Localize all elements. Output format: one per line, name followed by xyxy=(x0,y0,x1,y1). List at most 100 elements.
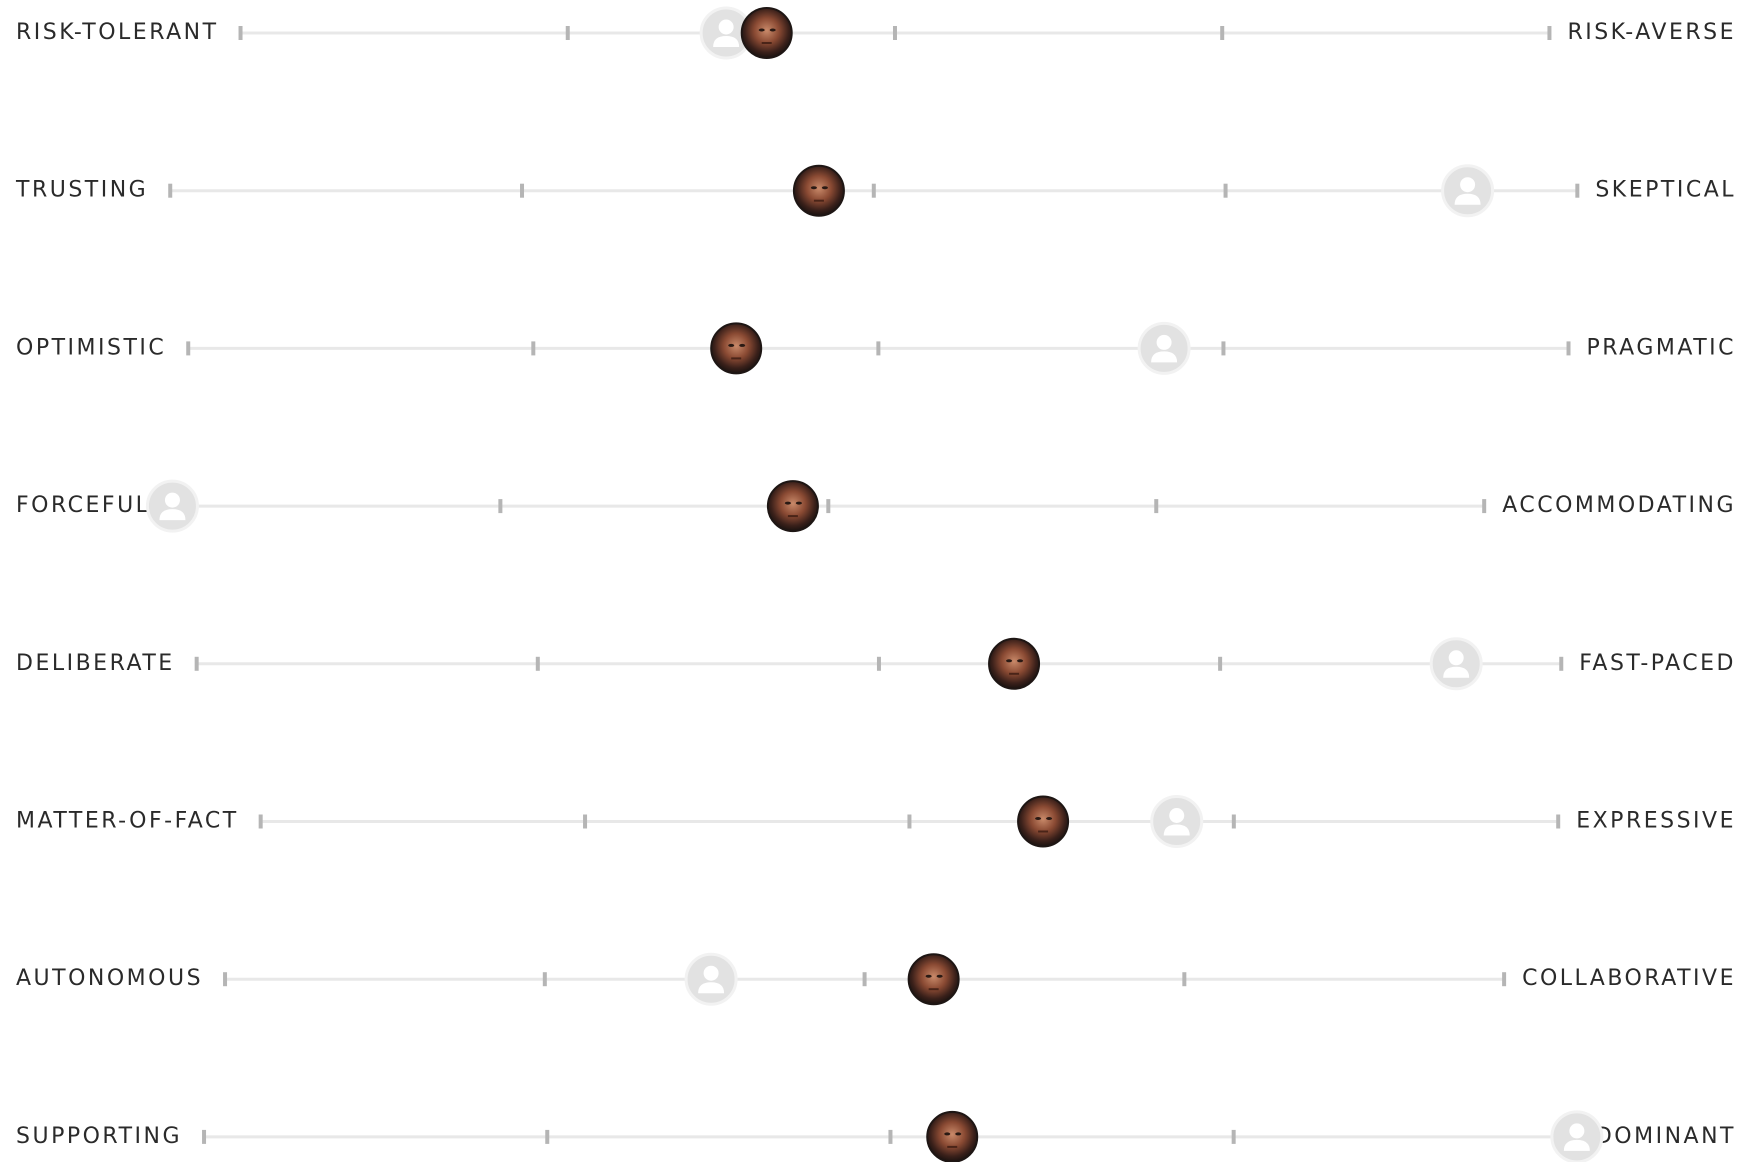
photo-eyes xyxy=(1035,817,1042,820)
photo-eyes xyxy=(728,343,735,347)
trait-row: RISK-TOLERANT RISK-AVERSE xyxy=(16,6,1734,60)
trait-row: MATTER-OF-FACT EXPRESSIVE xyxy=(16,795,1736,848)
photo-eyes xyxy=(758,28,765,32)
tick-mark xyxy=(1547,26,1552,40)
tick-mark xyxy=(542,972,547,987)
tick-mark xyxy=(565,26,570,40)
tick-mark xyxy=(168,183,173,198)
left-label: SUPPORTING xyxy=(16,1124,182,1149)
tick-mark xyxy=(1182,972,1187,987)
right-label: COLLABORATIVE xyxy=(1522,966,1736,991)
tick-mark xyxy=(1556,814,1561,829)
tick-mark xyxy=(1220,26,1225,40)
tick-mark xyxy=(545,1129,550,1144)
right-label: PRAGMATIC xyxy=(1587,335,1736,360)
tick-mark xyxy=(258,814,263,829)
tick-mark xyxy=(238,26,243,40)
tick-mark xyxy=(1154,499,1159,514)
trait-row: OPTIMISTIC PRAGMATIC xyxy=(16,321,1736,375)
tick-mark xyxy=(876,656,881,671)
photo-circle xyxy=(988,637,1041,690)
photo-eyes xyxy=(769,28,776,32)
tick-mark xyxy=(862,972,867,987)
comparison-marker xyxy=(1550,1110,1604,1162)
tick-mark xyxy=(892,26,897,40)
tick-mark xyxy=(1566,341,1571,356)
person-marker xyxy=(1017,795,1070,848)
tick-mark xyxy=(186,341,191,356)
tick-mark xyxy=(520,183,525,198)
photo-eyes xyxy=(1046,817,1053,820)
left-label: MATTER-OF-FACT xyxy=(16,809,239,834)
tick-mark xyxy=(907,814,912,829)
photo-circle xyxy=(710,322,763,375)
person-marker xyxy=(988,637,1041,690)
avatar-head xyxy=(718,19,734,35)
avatar-head xyxy=(1156,334,1172,350)
photo-eyes xyxy=(955,1132,962,1136)
photo-eyes xyxy=(1006,659,1013,663)
tick-mark xyxy=(1231,1129,1236,1144)
right-label: EXPRESSIVE xyxy=(1576,809,1736,834)
avatar-head xyxy=(164,492,180,508)
right-label: ACCOMMODATING xyxy=(1502,493,1736,518)
avatar-head xyxy=(1169,808,1185,823)
avatar-head xyxy=(1460,177,1476,193)
right-label: SKEPTICAL xyxy=(1595,178,1736,203)
tick-mark xyxy=(531,341,536,356)
left-label: TRUSTING xyxy=(15,178,148,203)
photo-eyes xyxy=(784,501,791,505)
tick-mark xyxy=(1218,656,1223,671)
tick-mark xyxy=(223,972,228,987)
person-marker xyxy=(907,953,960,1006)
photo-eyes xyxy=(795,501,802,505)
trait-row: TRUSTING SKEPTICAL xyxy=(15,164,1736,218)
photo-eyes xyxy=(821,186,828,190)
comparison-marker xyxy=(1429,637,1483,691)
person-marker xyxy=(926,1110,979,1162)
avatar-head xyxy=(703,965,719,981)
photo-circle xyxy=(926,1110,979,1162)
tick-mark xyxy=(1559,656,1564,671)
tick-mark xyxy=(826,499,831,514)
photo-circle xyxy=(740,7,793,59)
comparison-marker xyxy=(1441,164,1495,218)
tick-mark xyxy=(1223,183,1228,198)
tick-mark xyxy=(1221,341,1226,356)
person-marker xyxy=(766,480,819,533)
photo-circle xyxy=(766,480,819,533)
avatar-body xyxy=(713,36,740,47)
trait-row: DELIBERATE FAST-PACED xyxy=(16,637,1736,691)
avatar-body xyxy=(698,982,725,994)
avatar-body xyxy=(1454,193,1481,205)
person-marker xyxy=(740,7,793,59)
person-marker xyxy=(792,164,845,217)
avatar-head xyxy=(1448,650,1464,666)
photo-circle xyxy=(792,164,845,217)
comparison-marker xyxy=(145,479,199,533)
comparison-marker xyxy=(684,952,738,1006)
photo-eyes xyxy=(1017,659,1024,663)
tick-mark xyxy=(1575,183,1580,198)
photo-eyes xyxy=(936,974,943,978)
avatar-body xyxy=(1563,1139,1590,1151)
tick-mark xyxy=(535,656,540,671)
left-label: AUTONOMOUS xyxy=(16,966,203,991)
photo-eyes xyxy=(810,186,817,190)
photo-circle xyxy=(1017,795,1070,848)
tick-mark xyxy=(194,656,199,671)
photo-eyes xyxy=(944,1132,951,1136)
left-label: OPTIMISTIC xyxy=(16,335,166,360)
avatar-body xyxy=(1151,351,1178,363)
tick-mark xyxy=(876,341,881,356)
right-label: FAST-PACED xyxy=(1579,651,1736,676)
tick-mark xyxy=(888,1129,893,1144)
tick-mark xyxy=(1482,499,1487,514)
avatar-body xyxy=(1443,666,1470,678)
photo-circle xyxy=(907,953,960,1006)
left-label: FORCEFUL xyxy=(16,493,150,518)
tick-mark xyxy=(498,499,503,514)
right-label: DOMINANT xyxy=(1595,1124,1736,1149)
tick-mark xyxy=(1502,972,1507,987)
